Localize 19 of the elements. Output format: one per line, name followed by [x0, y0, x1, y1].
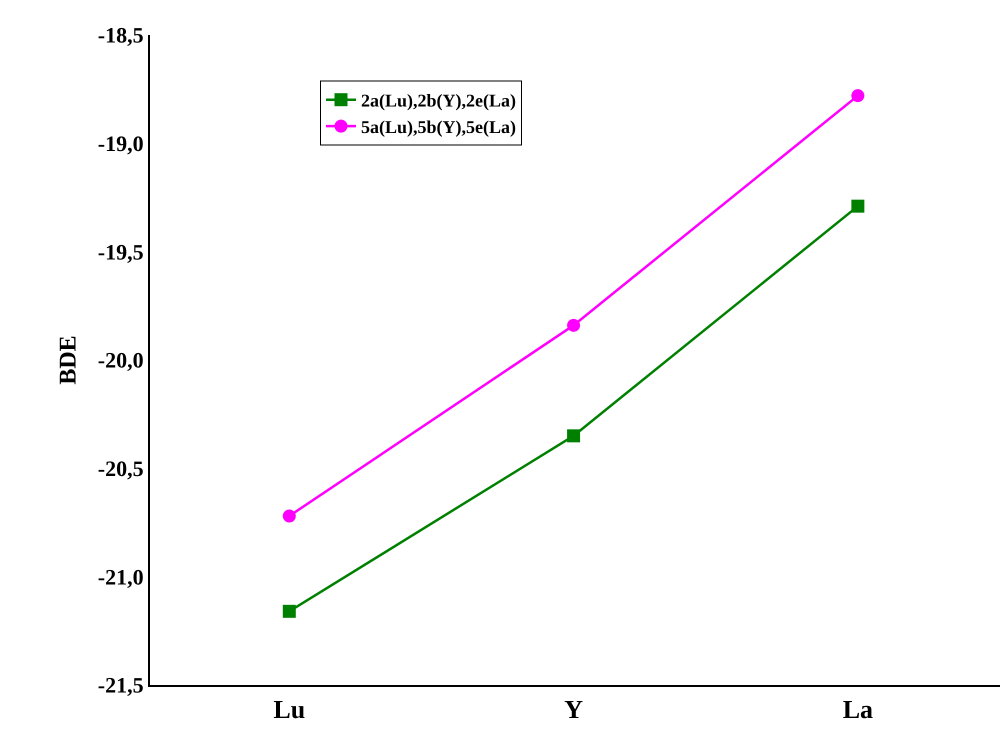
x-tick-label: Lu — [273, 695, 306, 724]
point — [567, 429, 580, 442]
y-tick-label: -18,5 — [98, 22, 144, 48]
y-tick-label: -21,0 — [98, 564, 144, 590]
legend-label: 5a(Lu),5b(Y),5e(La) — [361, 117, 516, 138]
point — [851, 200, 864, 213]
y-tick-label: -20,0 — [98, 348, 144, 373]
x-tick-label: La — [842, 695, 874, 724]
point — [282, 604, 296, 618]
y-tick-label: -21,5 — [98, 672, 144, 698]
point — [282, 510, 296, 522]
y-tick-label: -19,0 — [98, 131, 144, 156]
point — [851, 89, 864, 102]
y-axis-title: BDE — [55, 335, 82, 385]
point — [567, 318, 580, 332]
y-tick-label: -19,5 — [98, 239, 144, 264]
legend-label: 2a(Lu),2b(Y),2e(La) — [361, 90, 516, 111]
y-tick-label: -20,5 — [98, 456, 144, 482]
x-tick-label: Y — [564, 695, 584, 724]
